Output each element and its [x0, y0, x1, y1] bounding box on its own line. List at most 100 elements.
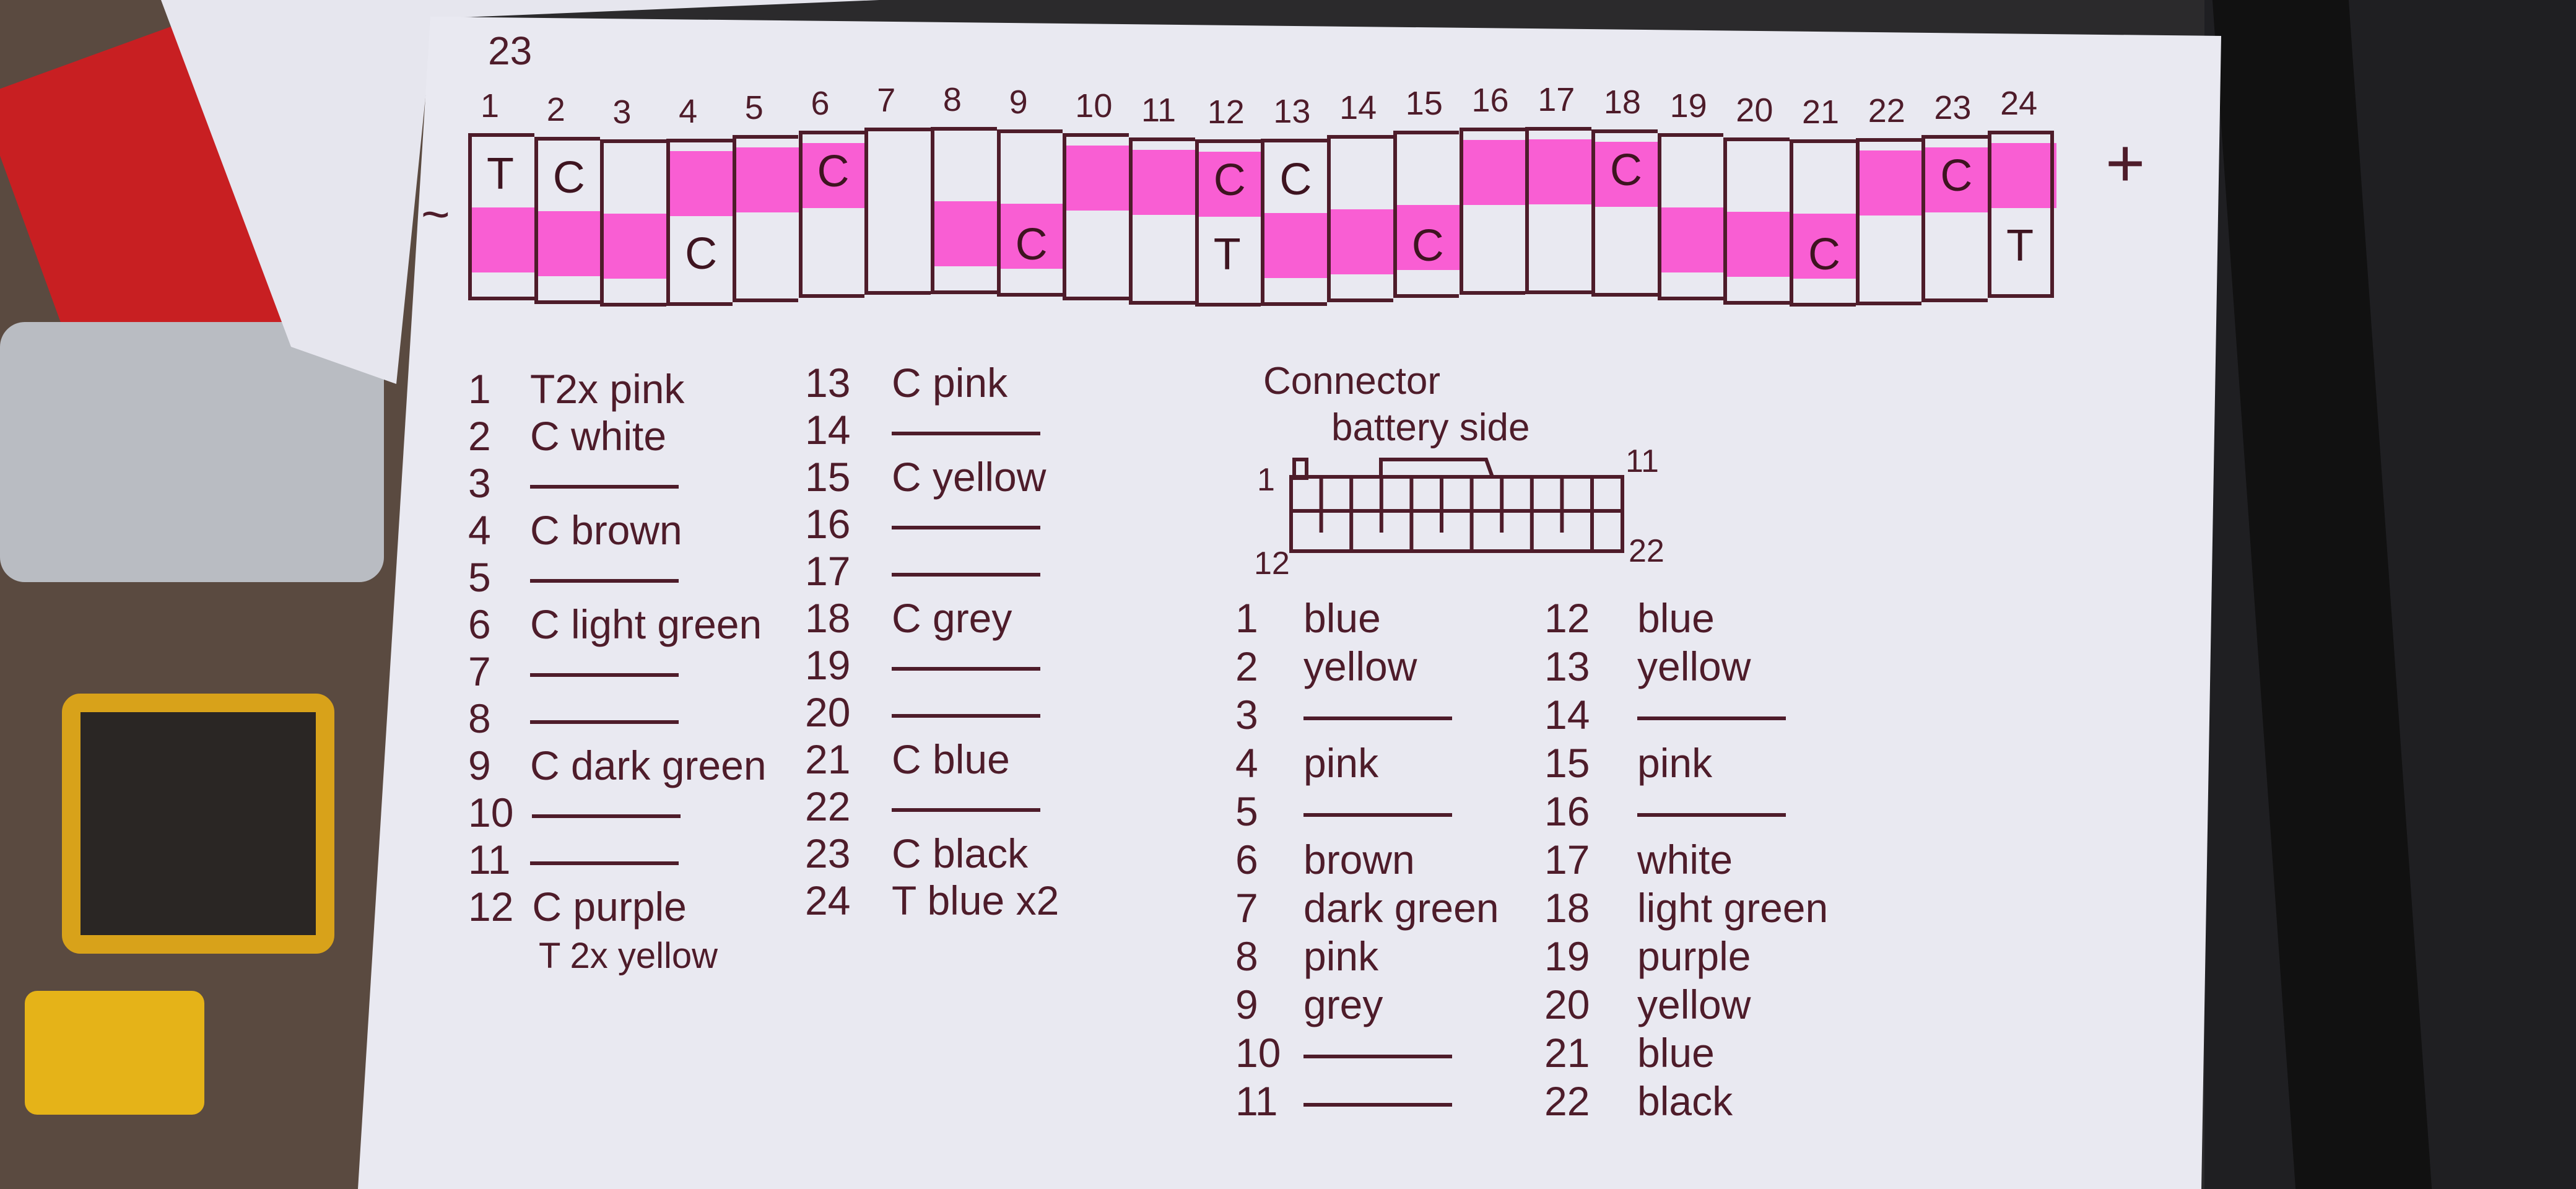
blank-line	[1637, 812, 1786, 817]
pin-number: 2	[468, 413, 491, 459]
pin-number: 12	[468, 884, 514, 930]
list-item: 11	[1235, 1078, 1452, 1125]
pin-number: 3	[1235, 692, 1258, 738]
list-item: 4 C brown	[468, 507, 682, 554]
terminal-cell	[1393, 131, 1460, 298]
wire-description: blue	[1303, 595, 1381, 641]
pin-number: 8	[468, 695, 491, 741]
pin-number: 2	[1235, 643, 1258, 689]
pin-number: 6	[468, 601, 491, 647]
connector-title-line1: Connector	[1263, 360, 1441, 403]
list-item: 23 C black	[805, 830, 1028, 877]
wire-description: blue	[1637, 595, 1715, 641]
wire-description: dark green	[1303, 885, 1499, 931]
terminal-top-mark: C	[1609, 145, 1642, 195]
terminal-cell	[1790, 139, 1856, 307]
terminal-top-mark: C	[1279, 154, 1312, 204]
list-item: 20	[805, 689, 1040, 736]
wire-description: brown	[1303, 837, 1415, 882]
list-item: 15 C yellow	[805, 453, 1046, 500]
highlight-top	[1063, 146, 1131, 211]
wire-description: blue	[1637, 1030, 1715, 1076]
terminal-top-mark: T	[487, 149, 514, 199]
highlight-top	[732, 147, 801, 213]
terminal-bottom-mark: C	[1015, 219, 1048, 269]
terminal-cell	[534, 137, 601, 305]
list-item: 7	[468, 648, 679, 695]
blank-line	[892, 525, 1040, 529]
terminal-number: 15	[1405, 85, 1443, 123]
highlight-bottom	[1657, 207, 1726, 273]
list-item: 6 brown	[1235, 836, 1415, 883]
pin-number: 17	[1544, 837, 1590, 882]
terminal-number: 19	[1669, 87, 1707, 125]
list-item: 3	[1235, 691, 1452, 738]
blank-line	[530, 720, 679, 724]
list-item: 1 T2x pink	[468, 365, 684, 412]
plus-label: +	[2105, 125, 2146, 201]
list-item: 22	[805, 783, 1040, 830]
terminal-number: 11	[1141, 91, 1177, 129]
terminal-bottom-mark: T	[2006, 221, 2034, 271]
wire-description: C dark green	[530, 743, 767, 788]
pin-number: 7	[1235, 885, 1258, 931]
terminal-cell	[930, 127, 997, 295]
blank-line	[1637, 716, 1786, 720]
list-item: 13 yellow	[1544, 643, 1751, 690]
pin-number: 15	[1544, 740, 1590, 786]
pin-number: 10	[468, 790, 514, 835]
blank-line	[892, 431, 1040, 435]
terminal-cell	[1921, 135, 1988, 303]
pin-number: 22	[1544, 1078, 1590, 1124]
pin-number: 20	[805, 689, 851, 735]
list-item: 7 dark green	[1235, 884, 1499, 931]
pin-number: 21	[805, 736, 851, 782]
highlight-top	[1921, 147, 1991, 213]
pin-number: 10	[1235, 1030, 1281, 1076]
terminal-number: 17	[1538, 81, 1575, 119]
terminal-top-mark: C	[1213, 155, 1246, 205]
list-item: 10	[1235, 1029, 1452, 1076]
pin-number: 11	[1235, 1078, 1278, 1124]
terminal-number: 16	[1471, 82, 1509, 120]
wire-description: purple	[1637, 933, 1751, 979]
terminal-number: 22	[1868, 92, 1905, 130]
highlight-bottom	[930, 201, 999, 267]
terminal-number: 13	[1273, 92, 1311, 130]
blank-line	[892, 713, 1040, 718]
pin-number: 12	[1544, 595, 1590, 641]
terminal-cell	[1327, 135, 1393, 303]
terminal-number: 21	[1802, 93, 1840, 131]
terminal-bottom-mark: C	[1808, 229, 1840, 279]
blank-line	[892, 666, 1040, 671]
yellow-battery	[25, 991, 204, 1115]
wire-description: C grey	[892, 595, 1012, 641]
pin-number: 14	[805, 407, 851, 453]
list-item: 22 black	[1544, 1078, 1733, 1125]
list-item: 10	[468, 789, 681, 836]
wire-description: yellow	[1303, 643, 1417, 689]
wire-description: white	[1637, 837, 1733, 882]
pin-number: 16	[1544, 788, 1590, 834]
terminal-bottom-mark: T	[1213, 229, 1241, 279]
list-item: 3	[468, 459, 679, 507]
highlight-top	[1129, 149, 1198, 215]
wire-description: C white	[530, 413, 667, 459]
terminal-number: 5	[744, 89, 764, 127]
terminal-number: 8	[942, 81, 962, 119]
wire-description: C brown	[530, 507, 682, 553]
highlight-top	[1988, 143, 2056, 209]
terminal-cell	[1657, 133, 1724, 301]
highlight-bottom	[996, 203, 1066, 269]
wire-description: C light green	[530, 601, 762, 647]
pin-number: 3	[468, 460, 491, 506]
wire-description: yellow	[1637, 643, 1751, 689]
terminal-top-mark: C	[1940, 151, 1973, 201]
list-item: 17	[805, 547, 1040, 594]
pin-number: 20	[1544, 982, 1590, 1027]
wire-description: pink	[1303, 740, 1379, 786]
corner-note: 23	[488, 28, 533, 73]
wire-description: grey	[1303, 982, 1383, 1027]
pin-number: 1	[468, 366, 491, 412]
terminal-cell	[1459, 128, 1526, 295]
